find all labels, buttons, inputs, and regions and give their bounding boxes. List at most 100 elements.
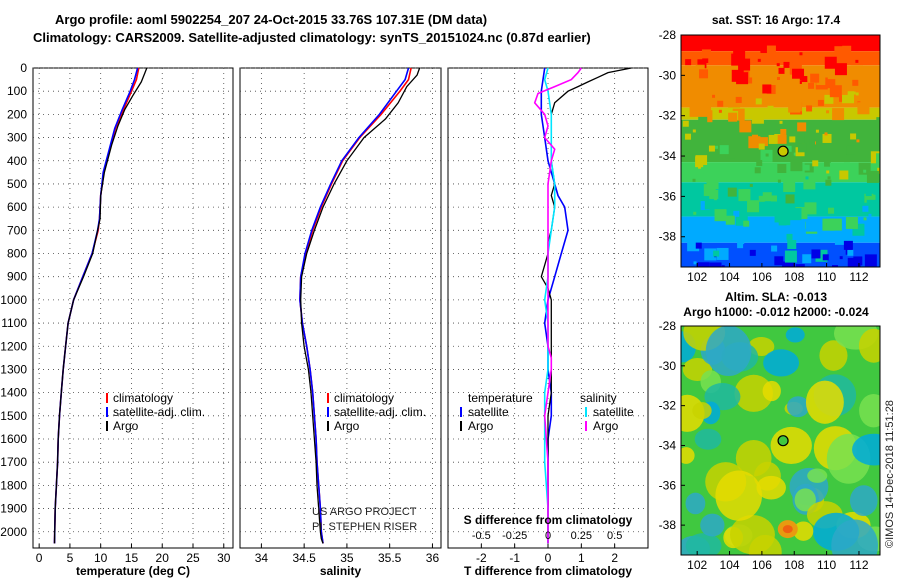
x-tick-label: 0 (545, 551, 552, 565)
map-x-tick-label: 102 (687, 270, 707, 284)
sst-pixel (862, 205, 869, 212)
x-tick-label: 34.5 (292, 551, 316, 565)
sst-pixel (797, 143, 807, 153)
sst-pixel (738, 58, 751, 71)
y-tick-label: 800 (7, 247, 27, 261)
map-x-tick-label: 108 (784, 558, 804, 572)
sst-pixel (762, 227, 769, 234)
sla-blob (694, 428, 722, 450)
s-tick-label: 0.5 (607, 530, 622, 542)
map-x-tick-label: 104 (720, 270, 740, 284)
sst-pixel (826, 170, 830, 174)
sst-pixel (824, 160, 831, 167)
sst-pixel (853, 256, 863, 266)
sst-pixel (802, 254, 812, 264)
x-tick-label: 30 (217, 551, 231, 565)
sst-pixel (703, 164, 713, 174)
sst-pixel (758, 137, 768, 147)
sst-pixel (739, 120, 752, 133)
sst-pixel (748, 136, 761, 149)
y-tick-label: 1600 (0, 432, 27, 446)
map-x-tick-label: 110 (817, 558, 836, 572)
x-tick-label: 0 (36, 551, 43, 565)
sla-blob (685, 533, 722, 555)
imos-stamp: ©IMOS 14-Dec-2018 11:51:28 (884, 400, 896, 548)
map-y-tick-label: -32 (659, 399, 677, 413)
sst-pixel (809, 139, 816, 146)
sst-pixel (839, 170, 849, 180)
sla-map-panel: 102 104 106 108 110 112 -28 -30 -32 -34 -36 -38 Alti… (659, 290, 881, 572)
sla-blob (782, 525, 793, 534)
sst-pixel (785, 145, 792, 152)
sst-pixel (769, 222, 779, 232)
series-line-argo (540, 67, 632, 544)
sst-pixel (693, 261, 697, 265)
sst-pixel (845, 216, 858, 229)
figure-title-line1: Argo profile: aoml 5902254_207 24-Oct-20… (55, 12, 487, 27)
sla-blob (705, 326, 752, 377)
sst-pixel (719, 145, 729, 155)
sst-pixel (708, 145, 715, 152)
map-y-tick-label: -28 (659, 28, 677, 42)
sla-blob (831, 519, 879, 555)
sla-blob (859, 394, 880, 428)
sst-pixel (826, 238, 830, 242)
x-tick-label: 15 (125, 551, 139, 565)
sst-pixel (771, 245, 778, 252)
sla-blob (807, 468, 828, 483)
series-line-s_argo (533, 67, 582, 544)
sla-map-subtitle: Argo h1000: -0.012 h2000: -0.024 (683, 305, 869, 319)
x-tick-label: 1 (578, 551, 585, 565)
x-axis-label: T difference from climatology (464, 564, 632, 578)
y-tick-label: 400 (7, 154, 27, 168)
sst-pixel (846, 195, 856, 205)
sst-pixel (787, 78, 800, 91)
legend-label-s_argo: Argo (593, 419, 619, 433)
sst-pixel (682, 120, 689, 127)
sst-pixel (765, 153, 769, 157)
sst-pixel (716, 247, 729, 260)
sla-blob (770, 426, 812, 465)
x-tick-label: 25 (186, 551, 200, 565)
sst-pixel (815, 129, 819, 133)
sst-pixel (792, 130, 805, 143)
sst-pixel (771, 217, 775, 221)
sla-blob (700, 513, 725, 537)
sst-pixel (842, 45, 852, 55)
map-y-tick-label: -36 (659, 189, 677, 203)
sst-pixel (863, 217, 867, 221)
sst-pixel (697, 262, 710, 267)
sst-pixel (784, 250, 797, 263)
sst-pixel (709, 189, 719, 199)
legend-label-satellite: satellite-adj. clim. (113, 405, 205, 419)
sst-pixel (767, 105, 774, 112)
y-tick-label: 1300 (0, 362, 27, 376)
sla-blob (756, 475, 786, 500)
sst-pixel (742, 60, 746, 64)
sst-pixel (746, 77, 753, 84)
legend-label-argo: Argo (113, 419, 139, 433)
sst-pixel (777, 189, 781, 193)
sst-pixel (855, 92, 859, 96)
x-axis-label: temperature (deg C) (76, 564, 190, 578)
sst-pixel (685, 59, 692, 66)
x-tick-label: -1 (509, 551, 520, 565)
sst-pixel (714, 209, 727, 222)
sst-pixel (856, 139, 860, 143)
sla-blob (685, 492, 706, 515)
sst-pixel (758, 143, 765, 150)
sst-pixel (783, 180, 796, 193)
sla-blob (692, 402, 712, 420)
credit-pi: PI: STEPHEN RISER (312, 521, 417, 533)
sst-pixel (811, 249, 821, 259)
sst-pixel (825, 179, 832, 186)
sst-pixel (792, 68, 805, 81)
sst-pixel (721, 265, 725, 267)
sst-pixel (847, 249, 854, 256)
sst-pixel (735, 96, 742, 103)
sst-pixel (777, 134, 787, 144)
sst-pixel (790, 203, 800, 213)
sst-pixel (785, 55, 792, 62)
sst-pixel (819, 162, 829, 172)
